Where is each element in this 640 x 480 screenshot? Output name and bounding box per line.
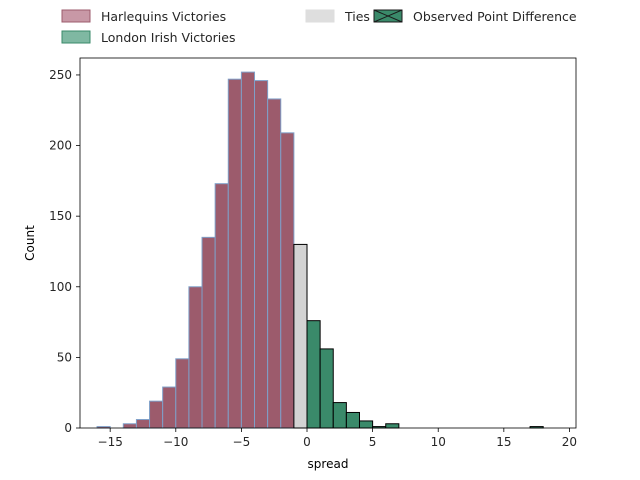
histogram-bar [332,402,347,429]
histogram-bar [149,400,164,429]
histogram-bar [201,236,216,429]
histogram-bar [122,423,137,429]
y-tick-label: 250 [49,68,72,82]
legend-label: Ties [344,9,370,24]
histogram-bar [319,348,334,429]
histogram-bar [280,132,295,429]
x-axis-ticks: −15 −10 −5 0 5 10 15 20 [98,428,577,449]
legend-label: Observed Point Difference [413,9,577,24]
axes-frame [79,57,577,429]
x-axis-title: spread [308,457,349,471]
histogram-bar [214,183,229,429]
histogram-bar [135,419,151,429]
x-tick-label: 0 [303,435,311,449]
x-tick-label: 15 [496,435,511,449]
histogram-bars [96,71,544,429]
y-tick-label: 100 [49,280,72,294]
histogram-bar [385,423,400,429]
y-tick-label: 150 [49,209,72,223]
legend: Harlequins Victories London Irish Victori… [61,9,577,45]
histogram-bar [175,358,190,429]
legend-item: London Irish Victories [61,30,236,45]
histogram-bar [358,420,374,429]
histogram-bar [267,98,282,429]
histogram-bar [293,243,308,429]
x-tick-label: −5 [233,435,251,449]
legend-swatch [61,9,91,23]
y-tick-label: 200 [49,139,72,153]
legend-label: London Irish Victories [101,30,236,45]
legend-hatch [373,9,403,23]
histogram-bar [345,411,360,429]
x-tick-label: 20 [562,435,577,449]
histogram-bar [240,71,256,429]
histogram-bar [162,386,177,429]
y-tick-label: 0 [64,421,72,435]
legend-item: Harlequins Victories [61,9,226,24]
legend-swatch [305,9,335,23]
x-tick-label: 10 [431,435,446,449]
y-tick-label: 50 [57,350,72,364]
x-tick-label: 5 [369,435,377,449]
x-tick-label: −15 [98,435,123,449]
histogram-bar [188,286,203,429]
legend-item: Ties [305,9,370,24]
x-tick-label: −10 [163,435,188,449]
y-axis-title: Count [23,225,37,261]
histogram-bar [254,80,269,429]
legend-swatch [61,30,91,44]
histogram-bar [227,78,242,429]
legend-item: Observed Point Difference [373,9,577,24]
y-axis-ticks: 0 50 100 150 200 250 [49,68,80,435]
legend-label: Harlequins Victories [101,9,226,24]
histogram-bar [306,320,321,429]
